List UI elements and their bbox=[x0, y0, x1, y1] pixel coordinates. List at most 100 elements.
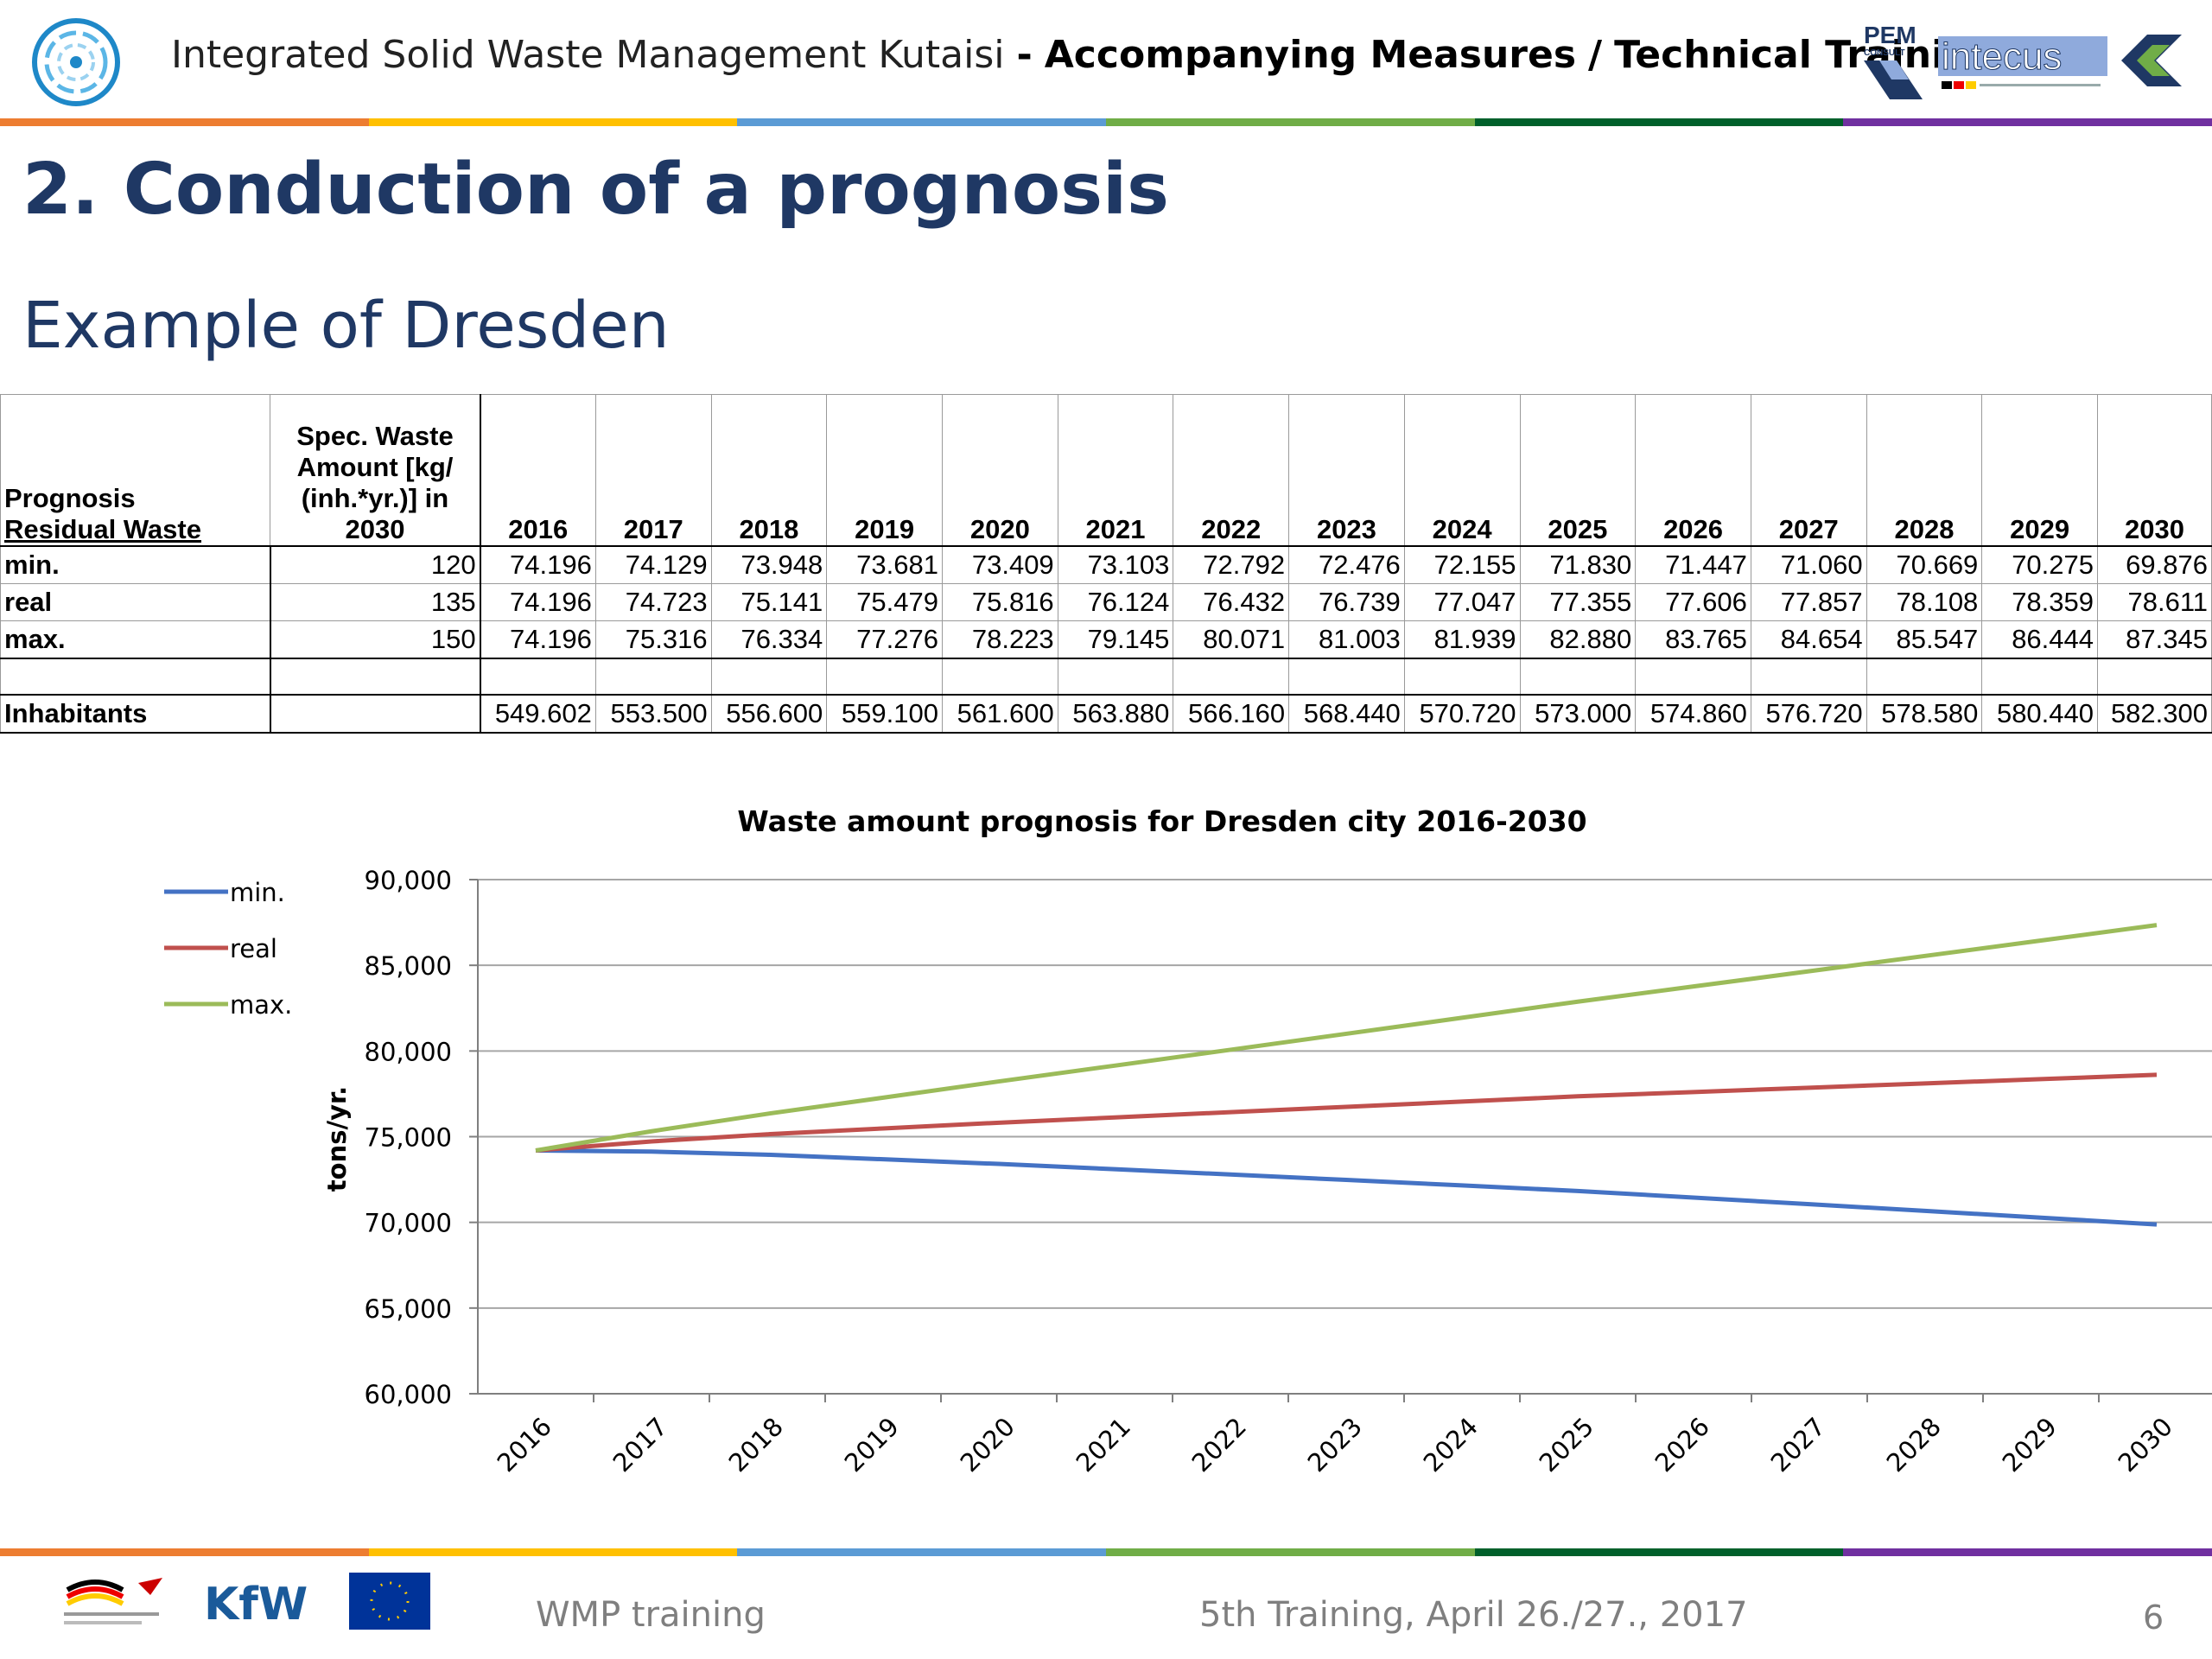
spacer-cell bbox=[480, 658, 596, 696]
row-value-cell: 76.124 bbox=[1057, 583, 1174, 621]
header-color-stripe bbox=[0, 118, 2212, 126]
chart-gridlines bbox=[478, 879, 2212, 1309]
prognosis-table: Prognosis Residual Waste Spec. Waste Amount… bbox=[0, 394, 2212, 734]
series-line-max bbox=[535, 923, 2158, 1153]
eu-flag-icon bbox=[349, 1573, 430, 1630]
x-tick-label: 2025 bbox=[1534, 1412, 1599, 1478]
header-title: Integrated Solid Waste Management Kutais… bbox=[171, 33, 2021, 77]
header-year-2019: 2019 bbox=[826, 394, 943, 547]
x-tick-label: 2019 bbox=[839, 1412, 905, 1478]
inhabitants-value-cell: 561.600 bbox=[941, 694, 1058, 734]
kfw-logo-text: KfW bbox=[204, 1579, 308, 1630]
inhabitants-value-cell: 576.720 bbox=[1750, 694, 1867, 734]
y-tick-label: 75,000 bbox=[365, 1123, 452, 1153]
consult-logo-text: CONSULT bbox=[1864, 48, 1905, 58]
stripe-segment bbox=[1474, 118, 1844, 126]
footer-logos: KfW bbox=[64, 1573, 430, 1630]
footer-date-label: 5th Training, April 26./27., 2017 bbox=[1199, 1595, 1748, 1635]
stripe-segment bbox=[1106, 118, 1475, 126]
header-year-2017: 2017 bbox=[594, 394, 712, 547]
chart-title: Waste amount prognosis for Dresden city … bbox=[737, 804, 1586, 838]
inhabitants-value-cell: 559.100 bbox=[826, 694, 943, 734]
table-row: real 135 74.196 74.723 75.141 75.479 75.816 76.… bbox=[0, 583, 2212, 621]
pem-logo-shape bbox=[1864, 60, 1923, 99]
inhabitants-value-cell: 563.880 bbox=[1057, 694, 1174, 734]
header-year-2022: 2022 bbox=[1173, 394, 1290, 547]
row-value-cell: 78.611 bbox=[2097, 583, 2212, 621]
x-tick-label: 2021 bbox=[1071, 1412, 1136, 1478]
inhabitants-spec-empty bbox=[270, 694, 481, 734]
header-separator: - bbox=[1016, 33, 1033, 77]
chart-axes bbox=[469, 879, 2212, 1402]
row-value-cell: 71.060 bbox=[1750, 545, 1867, 584]
y-tick-label: 70,000 bbox=[365, 1209, 452, 1238]
header-year-2021: 2021 bbox=[1057, 394, 1174, 547]
stripe-segment bbox=[1474, 1548, 1844, 1556]
header-spec-line: Spec. Waste bbox=[296, 421, 454, 451]
row-value-cell: 76.739 bbox=[1288, 583, 1405, 621]
row-value-cell: 77.857 bbox=[1750, 583, 1867, 621]
inhabitants-value-cell: 578.580 bbox=[1866, 694, 1983, 734]
pem-logo-text: PEM bbox=[1864, 22, 1916, 48]
inhabitants-value-cell: 566.160 bbox=[1173, 694, 1290, 734]
spacer-cell bbox=[941, 658, 1058, 696]
stripe-segment bbox=[368, 1548, 738, 1556]
row-label: min. bbox=[0, 545, 271, 584]
row-value-cell: 83.765 bbox=[1635, 620, 1751, 659]
row-value-cell: 74.196 bbox=[480, 583, 596, 621]
row-value-cell: 81.003 bbox=[1288, 620, 1405, 659]
spacer-cell bbox=[270, 658, 481, 696]
partner-logos: PEM CONSULT intecus bbox=[1864, 22, 2182, 99]
header-year-2025: 2025 bbox=[1519, 394, 1637, 547]
header-project-title: Integrated Solid Waste Management Kutais… bbox=[171, 33, 1005, 77]
inhabitants-value-cell: 573.000 bbox=[1519, 694, 1637, 734]
row-value-cell: 75.816 bbox=[941, 583, 1058, 621]
row-spec-value: 120 bbox=[270, 545, 481, 584]
x-tick-label: 2017 bbox=[607, 1412, 673, 1478]
row-value-cell: 85.547 bbox=[1866, 620, 1983, 659]
header-spec-line: (inh.*yr.)] in bbox=[301, 483, 449, 513]
header-section: Accompanying Measures bbox=[1044, 33, 1577, 77]
spacer-cell bbox=[1635, 658, 1751, 696]
row-value-cell: 87.345 bbox=[2097, 620, 2212, 659]
y-tick-label: 90,000 bbox=[365, 866, 452, 895]
inhabitants-value-cell: 568.440 bbox=[1288, 694, 1405, 734]
row-value-cell: 69.876 bbox=[2097, 545, 2212, 584]
x-tick-label: 2030 bbox=[2113, 1412, 2178, 1478]
slide-subtitle: Example of Dresden bbox=[22, 289, 670, 363]
stripe-segment bbox=[1843, 1548, 2212, 1556]
project-logo-icon bbox=[32, 18, 120, 106]
y-tick-label: 65,000 bbox=[365, 1294, 452, 1324]
y-tick-label: 80,000 bbox=[365, 1037, 452, 1066]
y-tick-label: 60,000 bbox=[365, 1380, 452, 1409]
table-row: max. 150 74.196 75.316 76.334 77.276 78.223 79.… bbox=[0, 620, 2212, 659]
row-value-cell: 77.355 bbox=[1519, 583, 1637, 621]
header-year-2024: 2024 bbox=[1403, 394, 1521, 547]
chart-legend: min. real max. bbox=[164, 878, 292, 1020]
header-year-2020: 2020 bbox=[941, 394, 1058, 547]
header-year-2027: 2027 bbox=[1750, 394, 1867, 547]
row-value-cell: 77.606 bbox=[1635, 583, 1751, 621]
row-value-cell: 84.654 bbox=[1750, 620, 1867, 659]
spacer-cell bbox=[826, 658, 943, 696]
row-value-cell: 81.939 bbox=[1403, 620, 1521, 659]
row-value-cell: 79.145 bbox=[1057, 620, 1174, 659]
row-value-cell: 74.129 bbox=[594, 545, 712, 584]
inhabitants-label: Inhabitants bbox=[0, 694, 271, 734]
spacer-cell bbox=[1173, 658, 1290, 696]
inhabitants-value-cell: 574.860 bbox=[1635, 694, 1751, 734]
intecus-logo-text: intecus bbox=[1942, 35, 2062, 78]
row-value-cell: 86.444 bbox=[1981, 620, 2099, 659]
row-value-cell: 74.196 bbox=[480, 545, 596, 584]
spacer-cell bbox=[1866, 658, 1983, 696]
row-value-cell: 74.196 bbox=[480, 620, 596, 659]
row-value-cell: 77.276 bbox=[826, 620, 943, 659]
header-spec-waste-cell: Spec. Waste Amount [kg/(inh.*yr.)] in 2030 bbox=[270, 394, 481, 547]
inhabitants-row: Inhabitants 549.602 553.500 556.600 559.100 5… bbox=[0, 694, 2212, 734]
header-year-2023: 2023 bbox=[1288, 394, 1405, 547]
row-value-cell: 70.669 bbox=[1866, 545, 1983, 584]
header-year-2026: 2026 bbox=[1635, 394, 1751, 547]
row-value-cell: 73.409 bbox=[941, 545, 1058, 584]
stripe-segment bbox=[737, 1548, 1107, 1556]
x-tick-label: 2028 bbox=[1881, 1412, 1947, 1478]
